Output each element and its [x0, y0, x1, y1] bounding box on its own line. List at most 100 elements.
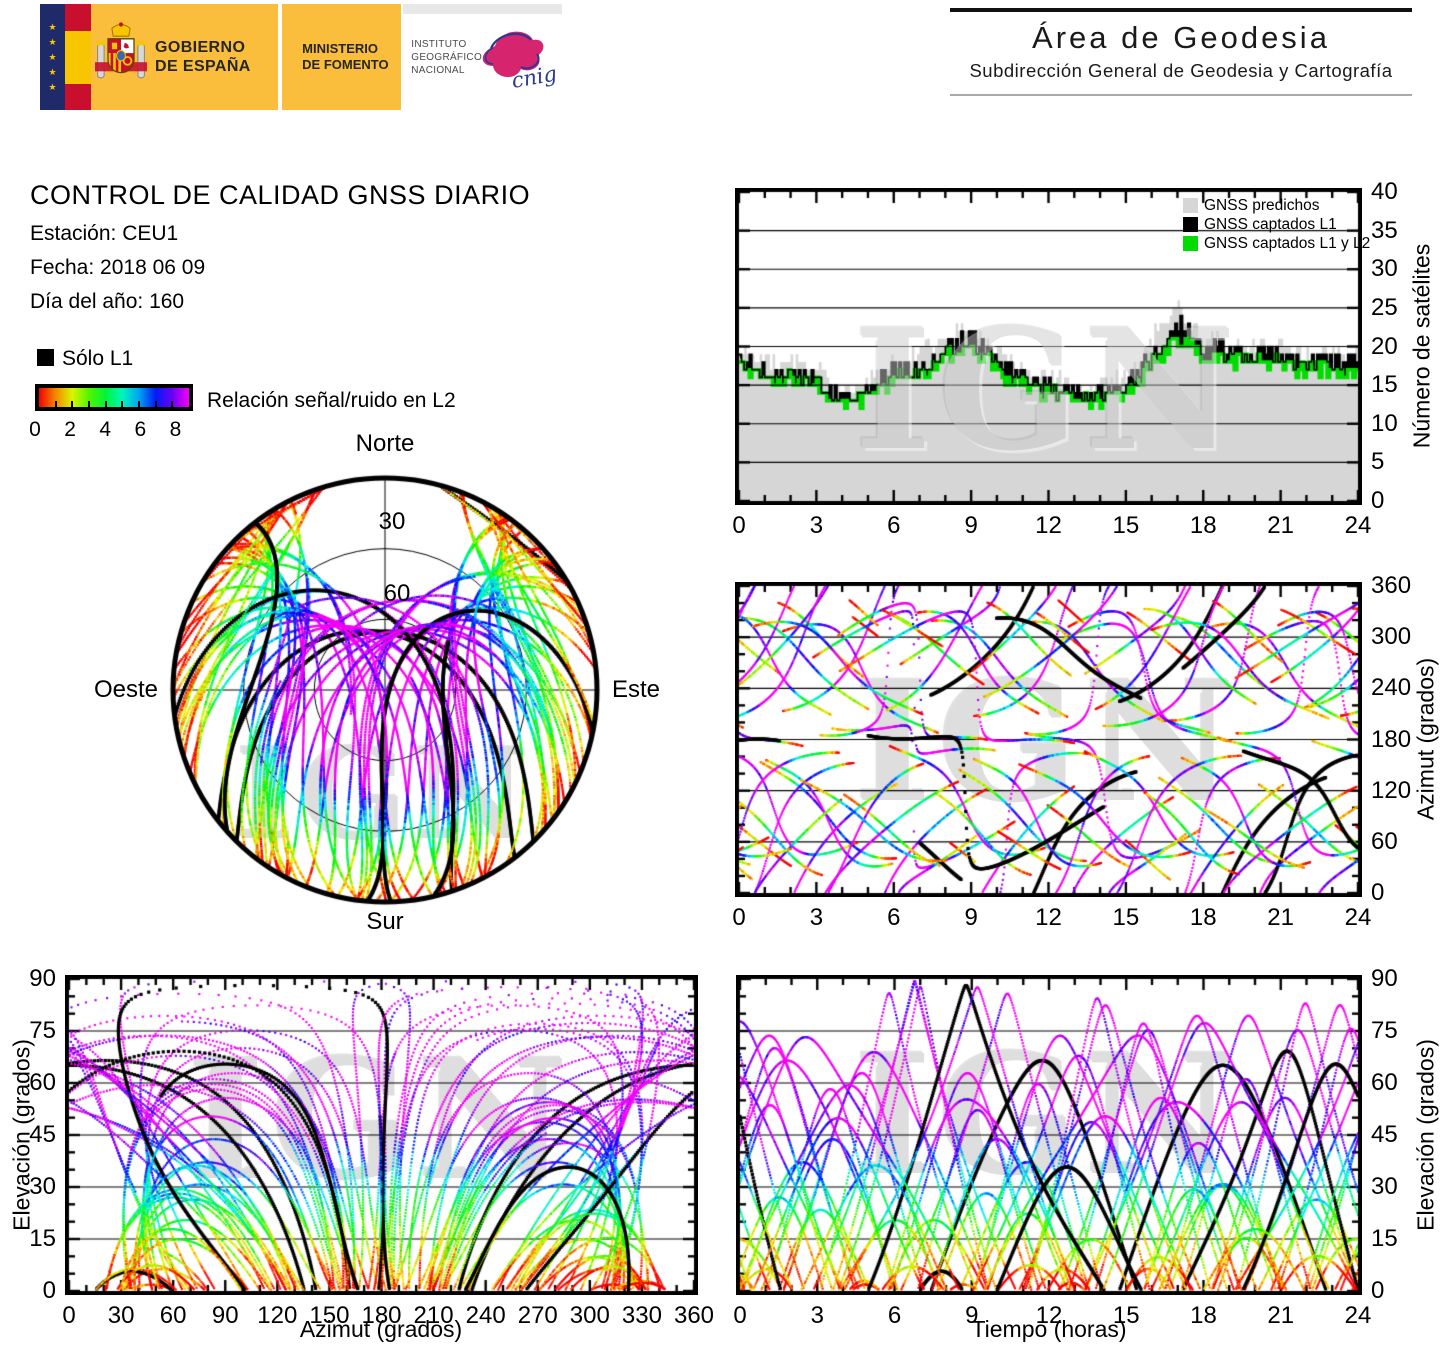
elevation-time-chart-canvas: [736, 975, 1362, 1295]
tick-label: 75: [1371, 1017, 1398, 1044]
tick-label: 24: [1344, 1302, 1372, 1329]
area-subtitle: Subdirección General de Geodesia y Carto…: [969, 60, 1393, 81]
tick-label: 240: [465, 1302, 506, 1329]
legend-row-predicted: GNSS predichos: [1183, 196, 1370, 215]
skyplot-ring30-label: 30: [378, 508, 406, 535]
panel-top-strip: [403, 4, 562, 14]
tick-label: 360: [673, 1302, 715, 1329]
tick-label: 21: [1267, 904, 1294, 931]
tick-label: 12: [1035, 512, 1062, 539]
government-logo-strip: ★ ★ ★ ★ ★ GOBIERNO DE E: [40, 4, 562, 110]
colorbar-tick-label: 6: [134, 418, 147, 441]
tick-label: 0: [1371, 487, 1385, 514]
tick-label: 270: [517, 1302, 558, 1329]
station-label: Estación: CEU1: [30, 222, 179, 245]
tick-label: 300: [569, 1302, 610, 1329]
tick-label: 210: [413, 1302, 454, 1329]
tick-label: 90: [1371, 965, 1398, 992]
tick-label: 180: [1371, 725, 1412, 753]
tick-label: 60: [1371, 1069, 1398, 1096]
tick-label: 90: [29, 965, 56, 992]
tick-label: 15: [1371, 1225, 1398, 1252]
date-label: Fecha: 2018 06 09: [30, 256, 206, 279]
tick-label: 15: [1112, 904, 1140, 931]
tick-label: 120: [1371, 776, 1412, 804]
colorbar-tick: [104, 401, 107, 407]
colorbar-tick-label: 2: [64, 418, 76, 441]
tick-label: 3: [809, 904, 824, 931]
tick-label: 5: [1371, 448, 1385, 476]
count-chart-legend: GNSS predichos GNSS captados L1 GNSS cap…: [1183, 196, 1370, 253]
ign-cnig-logo-panel: INSTITUTO GEOGRÁFICO NACIONAL cnig: [403, 4, 562, 110]
legend-swatch-l1l2: [1183, 236, 1198, 251]
legend-swatch-predicted: [1183, 198, 1198, 213]
elev-az-chart-x-title: Azimut (grados): [299, 1316, 463, 1342]
tick-label: 30: [107, 1302, 135, 1329]
skyplot-canvas: [150, 455, 620, 925]
tick-label: 0: [1371, 879, 1385, 906]
azimuth-time-chart-canvas: [735, 582, 1362, 897]
tick-label: 45: [29, 1121, 56, 1148]
elevation-azimuth-chart-canvas: [65, 975, 698, 1295]
skyplot-east-label: Este: [612, 676, 661, 703]
satellite-count-chart-canvas: [735, 188, 1362, 505]
tick-label: 6: [887, 904, 901, 931]
tick-label: 18: [1190, 1302, 1217, 1329]
tick-label: 24: [1344, 512, 1372, 539]
watermark-count-chart: IGN: [854, 293, 1242, 487]
tick-label: 21: [1267, 512, 1294, 539]
skyplot-north-label: Norte: [355, 430, 415, 457]
doy-label: Día del año: 160: [30, 290, 185, 313]
tick-label: 150: [309, 1302, 350, 1329]
tick-label: 15: [1112, 1302, 1140, 1329]
tick-label: 3: [809, 512, 824, 539]
tick-label: 40: [1371, 178, 1398, 205]
gov-label: GOBIERNO DE ESPAÑA: [155, 39, 251, 75]
colorbar-tick: [88, 401, 90, 407]
l1-only-label: Sólo L1: [62, 347, 134, 370]
tick-label: 300: [1371, 623, 1412, 651]
gobierno-espana-logo: ★ ★ ★ ★ ★ GOBIERNO DE E: [40, 4, 279, 110]
area-title: Área de Geodesia: [1032, 20, 1330, 55]
tick-label: 15: [1371, 371, 1398, 399]
legend-label-l1l2: GNSS captados L1 y L2: [1204, 234, 1371, 252]
skyplot-ring60-label: 60: [383, 580, 411, 607]
spain-flag-icon: [65, 4, 91, 110]
count-chart-y-title: Número de satélites: [1408, 243, 1435, 449]
tick-label: 60: [29, 1069, 56, 1096]
tick-label: 3: [810, 1302, 824, 1329]
tick-label: 6: [887, 1302, 902, 1329]
ministerio-fomento-logo: MINISTERIO DE FOMENTO: [282, 4, 402, 110]
tick-label: 360: [1371, 572, 1412, 599]
tick-label: 0: [1371, 1277, 1385, 1304]
elev-time-chart-y-title: Elevación (grados): [1412, 1039, 1439, 1231]
snr-colorbar: [35, 384, 193, 411]
tick-label: 0: [42, 1277, 56, 1304]
tick-label: 180: [361, 1302, 402, 1329]
colorbar-tick: [138, 401, 140, 407]
tick-label: 25: [1371, 293, 1398, 321]
skyplot-south-label: Sur: [366, 908, 404, 935]
legend-row-l1l2: GNSS captados L1 y L2: [1183, 234, 1370, 253]
tick-label: 6: [887, 512, 901, 539]
tick-label: 20: [1371, 332, 1398, 360]
eu-flag-icon: ★ ★ ★ ★ ★: [40, 4, 65, 110]
tick-label: 12: [1035, 1302, 1063, 1329]
tick-label: 240: [1371, 674, 1412, 702]
tick-label: 9: [964, 512, 978, 539]
tick-label: 330: [621, 1302, 662, 1329]
l1-only-swatch: [37, 349, 54, 366]
tick-label: 12: [1035, 904, 1062, 931]
azimuth-chart-y-title: Azimut (grados): [1412, 657, 1439, 821]
tick-label: 60: [159, 1302, 187, 1329]
tick-label: 30: [1371, 1173, 1398, 1200]
snr-colorbar-title: Relación señal/ruido en L2: [207, 389, 456, 412]
tick-label: 21: [1267, 1302, 1295, 1329]
tick-label: 0: [732, 512, 746, 539]
header-rule-top: [950, 8, 1412, 12]
tick-label: 35: [1371, 216, 1398, 244]
tick-label: 9: [964, 904, 978, 931]
spain-coat-of-arms-icon: [95, 22, 147, 79]
tick-label: 0: [732, 904, 746, 931]
legend-label-predicted: GNSS predichos: [1204, 196, 1320, 214]
